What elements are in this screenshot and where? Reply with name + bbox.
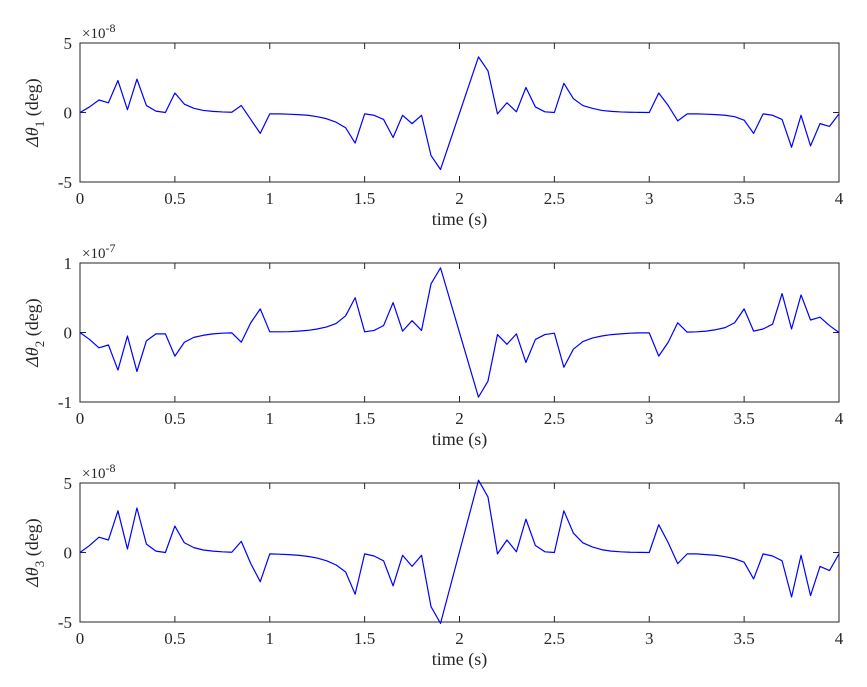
x-tick-label: 1 xyxy=(266,409,275,428)
x-tick-label: 1 xyxy=(266,189,275,208)
x-tick-label: 3.5 xyxy=(734,409,755,428)
x-tick-label: 1 xyxy=(266,629,275,648)
y-exponent-label: ×10-8 xyxy=(82,461,115,482)
y-axis-label: Δθ3 (deg) xyxy=(22,518,47,587)
y-exponent-label: ×10-8 xyxy=(82,21,115,42)
x-tick-label: 3.5 xyxy=(734,189,755,208)
series-line-1 xyxy=(79,56,840,171)
x-tick-label: 2 xyxy=(455,189,464,208)
x-axis-label: time (s) xyxy=(432,209,488,230)
x-tick-label: 3.5 xyxy=(734,629,755,648)
y-tick-label: 1 xyxy=(64,254,73,273)
y-exponent-label: ×10-7 xyxy=(82,241,115,262)
x-tick-label: 2 xyxy=(455,409,464,428)
y-tick-label: -5 xyxy=(58,613,72,632)
x-tick-label: 2 xyxy=(455,629,464,648)
y-axis-label: Δθ1 (deg) xyxy=(22,78,47,147)
x-tick-label: 0.5 xyxy=(164,189,185,208)
x-tick-label: 0 xyxy=(76,409,85,428)
x-tick-label: 0 xyxy=(76,189,85,208)
x-tick-label: 3 xyxy=(645,409,654,428)
x-tick-label: 3 xyxy=(645,189,654,208)
x-axis-label: time (s) xyxy=(432,429,488,450)
y-tick-label: 0 xyxy=(64,324,73,343)
y-tick-label: 0 xyxy=(64,104,73,123)
x-tick-label: 4 xyxy=(835,629,844,648)
x-tick-label: 1.5 xyxy=(354,189,375,208)
y-tick-label: 5 xyxy=(64,474,73,493)
x-tick-label: 2.5 xyxy=(544,189,565,208)
x-tick-label: 3 xyxy=(645,629,654,648)
y-tick-label: -1 xyxy=(58,393,72,412)
x-tick-label: 4 xyxy=(835,409,844,428)
x-axis-label: time (s) xyxy=(432,649,488,670)
y-tick-label: 0 xyxy=(64,544,73,563)
x-tick-label: 1.5 xyxy=(354,629,375,648)
x-tick-label: 0.5 xyxy=(164,409,185,428)
x-tick-label: 2.5 xyxy=(544,409,565,428)
x-tick-label: 0.5 xyxy=(164,629,185,648)
x-tick-label: 4 xyxy=(835,189,844,208)
y-tick-label: 5 xyxy=(64,34,73,53)
x-tick-label: 0 xyxy=(76,629,85,648)
series-line-1 xyxy=(79,479,840,624)
y-axis-label: Δθ2 (deg) xyxy=(22,298,47,367)
x-tick-label: 1.5 xyxy=(354,409,375,428)
x-tick-label: 2.5 xyxy=(544,629,565,648)
y-tick-label: -5 xyxy=(58,173,72,192)
series-line-1 xyxy=(79,267,840,398)
